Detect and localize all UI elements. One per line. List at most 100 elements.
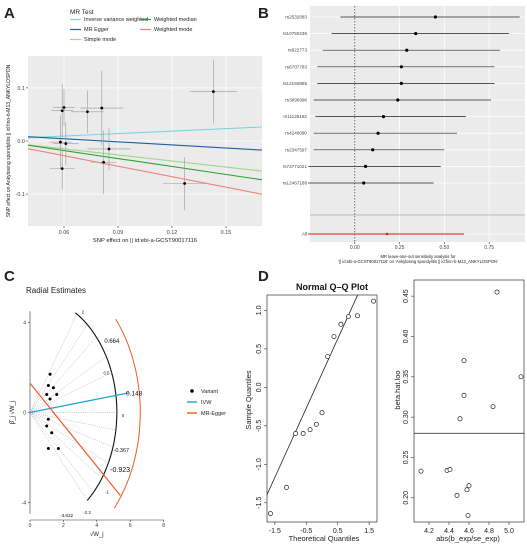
panel-d-loo-xtick-label-3: 4.8 xyxy=(484,528,494,535)
panel-letter-c: C xyxy=(4,268,15,285)
panel-c-annotation-6: -3.822 xyxy=(60,513,73,518)
panel-d-loo-point-11 xyxy=(494,289,500,295)
panel-c-point-6 xyxy=(46,417,50,421)
panel-d-loo-point-3 xyxy=(457,416,463,422)
panel-b-rows: rs2532683 rs10750236 rs922773 rs6707783 rs12… xyxy=(283,15,520,237)
panel-c-guide-2 xyxy=(29,336,97,413)
panel-d-loo-xtick-label-0: 4.2 xyxy=(424,528,434,535)
panel-a-line-0 xyxy=(27,126,263,139)
panel-c-guide-8 xyxy=(29,412,114,448)
panel-c-legend-label-1: IVW xyxy=(201,400,212,406)
panel-c-title: Radial Estimates xyxy=(26,286,86,295)
panel-a-x-axis-label: SNP effect on || id:ebi-a-GCST90017116 xyxy=(93,238,197,244)
panel-a-point-6 xyxy=(64,142,68,146)
panel-a-ytick-label-2: 0.1 xyxy=(17,86,25,92)
panel-c-xtick-label-0: 0 xyxy=(29,523,32,529)
panel-b-row-label-10: rs12467168 xyxy=(283,181,308,186)
panel-b-row-label-7: rs4240090 xyxy=(285,131,307,136)
panel-d-loo-point-12 xyxy=(518,374,524,380)
panel-c-legend: Variant IVW MR-Egger xyxy=(187,389,226,417)
panel-b-est-0 xyxy=(433,15,438,19)
panel-a-scatter: 0.06 0.09 0.12 0.15 -0.1 0.0 0.1 MR Test Inver… xyxy=(6,9,263,244)
panel-b-est-1 xyxy=(414,31,418,36)
panel-c-point-7 xyxy=(45,424,49,428)
panel-a-xtick-label-2: 0.12 xyxy=(167,230,178,236)
panel-a-point-5 xyxy=(59,140,62,144)
panel-d-loo-point-6 xyxy=(454,492,460,498)
panel-b-xtick-label-1: 0.25 xyxy=(395,245,405,251)
panel-d-loo-ytick-label-0: 0.20 xyxy=(403,491,410,505)
panel-c-annotation-4: 2 xyxy=(82,310,85,315)
panel-d-qq-xtick-label-2: 0.5 xyxy=(333,528,343,535)
panel-c-y-axis-label: β̂_j √W_j xyxy=(9,401,16,424)
panel-c-guide-11 xyxy=(29,412,94,493)
panel-d-qq-ytick-label-2: -0.5 xyxy=(256,420,263,432)
panel-b-xtick-label-0: 0.00 xyxy=(350,245,360,251)
panel-b-row-label-1: rs10750236 xyxy=(283,31,308,36)
panel-c-guide-1 xyxy=(29,324,88,413)
panel-d-qq-point-4 xyxy=(307,427,313,433)
panel-c-point-4 xyxy=(51,386,55,390)
panel-a-point-2 xyxy=(60,109,64,113)
panel-b-row-label-0: rs2532683 xyxy=(285,15,307,20)
panel-a-legend-label-1: MR Egger xyxy=(84,27,109,33)
panel-c-guide-9 xyxy=(29,412,109,464)
panel-c-guide-12 xyxy=(29,412,88,501)
panel-d-loo-plot-area: 4.2 4.4 4.6 4.8 5.0 0.20 0.25 0.30 0.35 0.40 0.45 xyxy=(403,279,525,535)
panel-c-egger-line xyxy=(29,382,121,496)
panel-c-point-2 xyxy=(45,393,49,396)
panel-a-grid xyxy=(28,56,262,226)
panel-b-est-6 xyxy=(381,115,386,119)
panel-c-annotation-7: 0.5 xyxy=(104,370,110,375)
panel-a-legend-label-2: Simple mode xyxy=(84,37,116,43)
panel-c-legend-swatch-0 xyxy=(190,389,194,393)
panel-d-qq-xtick-label-1: -0.5 xyxy=(300,528,312,535)
panel-a-point-8 xyxy=(102,160,105,164)
panel-d-loo-point-9 xyxy=(465,513,471,518)
panel-b-x-axis-label-line1: MR leave-one-out sensitivity analysis fo… xyxy=(381,254,457,259)
panel-a-legend-label-3: Weighted median xyxy=(154,17,197,23)
panel-c-egger-arc xyxy=(113,318,141,509)
panel-d-qq-point-9 xyxy=(338,321,344,327)
panel-c-guide-0 xyxy=(29,313,78,413)
panel-b-x-axis-label-line2: '|| id:ebi-a-GCST90017116' on 'Ankylosin… xyxy=(338,259,498,264)
panel-a-point-10 xyxy=(183,182,187,185)
panel-b-row-label-9: rs72771021 xyxy=(283,164,308,169)
panel-c-legend-label-2: MR-Egger xyxy=(201,411,226,417)
panel-a-point-0 xyxy=(212,90,215,93)
panel-c-point-1 xyxy=(46,384,50,387)
panel-d-loo-ytick-label-4: 0.40 xyxy=(403,330,410,344)
panel-a-legend-label-0: Inverse variance weighted xyxy=(84,17,148,23)
panel-d-qq-ytick-label-3: 0.0 xyxy=(256,382,263,392)
panel-a-point-3 xyxy=(86,110,89,114)
panel-c-annotation-8: 0 xyxy=(122,413,125,418)
panel-a-axes: 0.06 0.09 0.12 0.15 -0.1 0.0 0.1 xyxy=(16,86,232,236)
panel-a-line-2 xyxy=(27,144,263,172)
panel-d-qq-xtick-label-3: 1.5 xyxy=(364,528,374,535)
panel-a-ytick-label-1: 0.0 xyxy=(17,139,25,145)
panel-d-loo-ytick-label-1: 0.25 xyxy=(403,451,410,465)
panel-d-loo-point-4 xyxy=(461,392,467,398)
panel-d-qq-point-6 xyxy=(319,410,325,416)
panel-b-row-label-3: rs6707783 xyxy=(285,64,307,69)
panel-b-forest-plot: rs2532683 rs10750236 rs922773 rs6707783 rs12… xyxy=(283,6,525,264)
panel-a-point-4 xyxy=(100,106,104,110)
panel-c-legend-label-0: Variant xyxy=(201,389,218,395)
panel-d-loo-point-5 xyxy=(461,358,467,364)
panel-d-loo-xtick-label-4: 5.0 xyxy=(504,528,514,535)
panel-d-qq-point-0 xyxy=(268,511,273,516)
panel-d-qq-ytick-label-4: 0.5 xyxy=(256,344,263,354)
panel-d-loo-xtick-label-2: 4.6 xyxy=(464,528,474,535)
panel-c-annotation-0: 0.664 xyxy=(104,339,120,345)
panel-a-point-7 xyxy=(107,147,111,151)
panel-d-qq-x-axis-label: Theoretical Quantiles xyxy=(289,534,360,543)
panel-d-loo-ytick-label-5: 0.45 xyxy=(403,289,410,303)
panel-d-qq-point-5 xyxy=(313,421,319,427)
panel-a-ytick-label-0: -0.1 xyxy=(16,192,25,198)
panel-a-xtick-label-3: 0.15 xyxy=(221,230,232,236)
panel-d-qq-point-11 xyxy=(355,313,360,319)
panel-c-point-8 xyxy=(50,431,54,435)
panel-b-row-label-2: rs922773 xyxy=(288,48,308,53)
panel-d-loo-point-10 xyxy=(490,404,496,410)
